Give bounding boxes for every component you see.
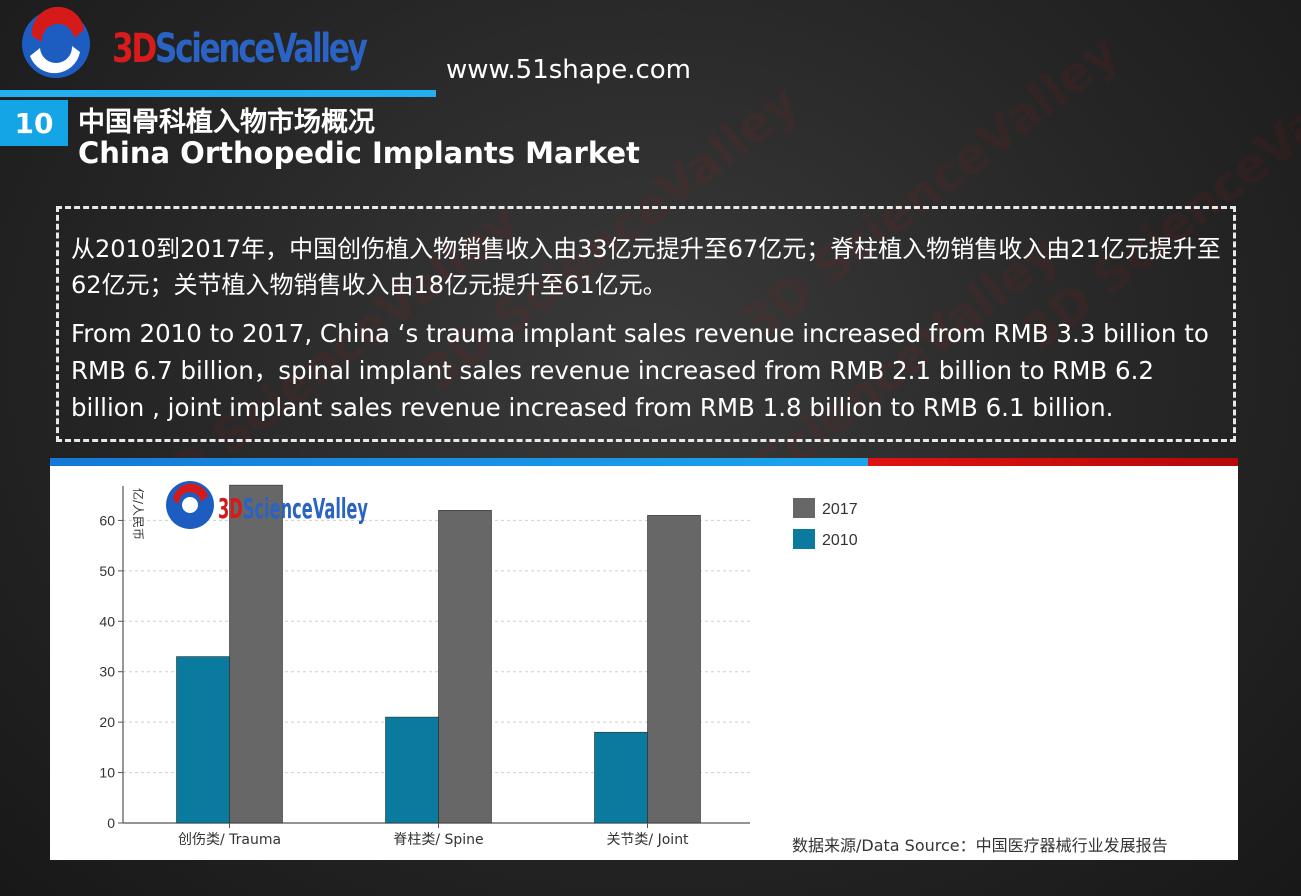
bar-2010-2 xyxy=(594,731,648,824)
y-axis-label: 亿/人民币 xyxy=(131,488,146,540)
y-tick-label: 10 xyxy=(99,765,115,781)
bar-2010-1 xyxy=(385,716,439,824)
legend-swatch-2010 xyxy=(793,529,815,549)
x-tick-label: 关节类/ Joint xyxy=(606,832,689,848)
legend-label-2017: 2017 xyxy=(822,501,858,518)
description-box: 从2010到2017年，中国创伤植入物销售收入由33亿元提升至67亿元；脊柱植入… xyxy=(56,206,1236,442)
y-tick-label: 50 xyxy=(99,563,115,579)
page-title-zh: 中国骨科植入物市场概况 xyxy=(78,107,375,138)
divider-blue xyxy=(50,458,868,466)
description-zh: 从2010到2017年，中国创伤植入物销售收入由33亿元提升至67亿元；脊柱植入… xyxy=(71,235,1221,299)
title-accent-bar xyxy=(0,90,436,97)
page-title-en: China Orthopedic Implants Market xyxy=(78,136,640,170)
chart-logo-wordmark: 3DScienceValley xyxy=(218,492,368,525)
bar-2017-1 xyxy=(438,510,492,824)
bar-2017-0 xyxy=(229,484,283,824)
data-source: 数据来源/Data Source：中国医疗器械行业发展报告 xyxy=(792,836,1168,855)
globe-logo-icon xyxy=(22,6,90,78)
globe-logo-swoosh xyxy=(173,483,208,504)
description-en: From 2010 to 2017, China ‘s trauma impla… xyxy=(71,319,1209,422)
legend-label-2010: 2010 xyxy=(822,532,858,549)
chart-panel: 0 10 20 30 40 50 60 亿/人民币创伤类/ Trauma 脊柱类/ Spine 关… xyxy=(50,466,1238,860)
y-tick-label: 40 xyxy=(99,613,115,629)
y-tick-label: 60 xyxy=(99,512,115,528)
globe-logo-core xyxy=(182,497,198,513)
slide-number-badge: 10 xyxy=(0,100,68,146)
y-tick-label: 0 xyxy=(107,815,115,831)
bar-2010-0 xyxy=(176,656,230,824)
website-url[interactable]: www.51shape.com xyxy=(446,55,692,85)
divider-red xyxy=(868,458,1238,466)
legend-swatch-2017 xyxy=(793,498,815,518)
x-tick-label: 创伤类/ Trauma xyxy=(178,832,281,848)
bar-2017-2 xyxy=(647,515,701,824)
x-tick-label: 脊柱类/ Spine xyxy=(393,832,483,848)
brand-logo: 3DScienceValley xyxy=(18,6,368,82)
y-tick-label: 20 xyxy=(99,714,115,730)
logo-wordmark: 3DScienceValley xyxy=(112,26,368,72)
chart-logo: 3DScienceValley xyxy=(166,481,368,529)
y-tick-label: 30 xyxy=(99,664,115,680)
